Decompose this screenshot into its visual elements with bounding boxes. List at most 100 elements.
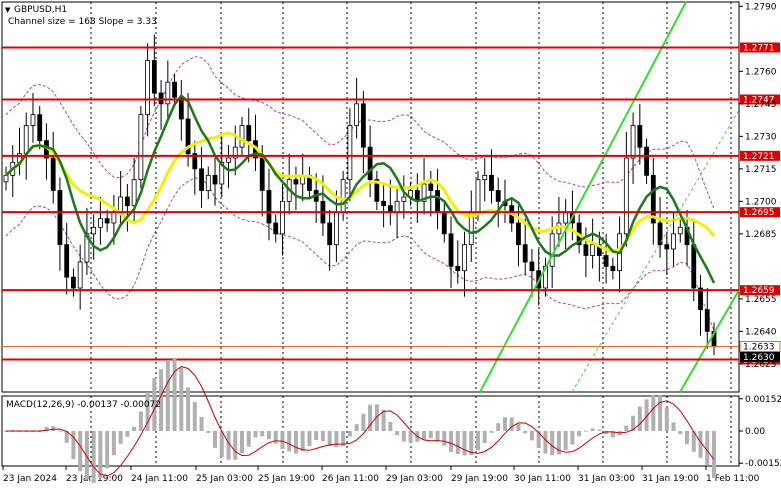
- level-tag: [740, 285, 780, 296]
- macd-bar: [307, 431, 312, 447]
- macd-signal-line: [6, 366, 715, 477]
- macd-bar: [543, 431, 548, 454]
- candle-body: [23, 125, 29, 155]
- x-tick-label: 1 Feb 11:00: [706, 474, 760, 484]
- band-lower: [5, 177, 715, 331]
- macd-bar: [422, 431, 427, 440]
- candle-body: [644, 146, 649, 176]
- macd-bar: [610, 431, 615, 438]
- macd-bar: [192, 402, 197, 431]
- macd-bar: [671, 422, 676, 431]
- macd-bar: [523, 431, 528, 434]
- candle-body: [37, 114, 43, 142]
- macd-bar: [341, 431, 346, 447]
- macd-bar: [631, 415, 636, 431]
- y-tick-label: 1.2640: [745, 327, 777, 337]
- support-resistance-levels: 1.27711.27471.27211.26951.26591.26271.26…: [2, 42, 781, 366]
- macd-bar: [44, 426, 49, 431]
- macd-bar: [489, 431, 494, 433]
- candle-body: [50, 157, 56, 191]
- macd-bar: [105, 431, 110, 469]
- candle-body: [691, 244, 697, 289]
- macd-bar: [334, 431, 339, 448]
- moving-averages: [4, 94, 716, 284]
- candle-body: [138, 114, 144, 181]
- macd-bar: [658, 395, 663, 431]
- macd-bar: [685, 431, 690, 445]
- candle-body: [677, 226, 683, 235]
- level-tag: [740, 150, 780, 161]
- level-label: 1.2659: [743, 286, 775, 296]
- macd-bar: [293, 431, 298, 454]
- bollinger-bands: [5, 56, 715, 331]
- main-pane-frame: [1, 1, 740, 393]
- candle-body: [462, 244, 467, 272]
- macd-bar: [98, 431, 103, 478]
- macd-bar: [138, 411, 143, 431]
- macd-bar: [462, 431, 467, 456]
- y-tick-label: 1.2730: [745, 132, 777, 142]
- macd-bar: [132, 426, 137, 431]
- candle-body: [495, 190, 501, 202]
- candle-body: [603, 255, 609, 267]
- macd-bar: [408, 431, 413, 443]
- x-tick-label: 23 Jan 2024: [3, 474, 57, 484]
- x-tick-label: 26 Jan 11:00: [322, 474, 379, 484]
- macd-bar: [368, 404, 373, 431]
- candle-body: [482, 174, 488, 181]
- level-tag: [740, 207, 780, 218]
- candle-body: [583, 244, 589, 256]
- macd-bar: [705, 431, 710, 466]
- candle-body: [428, 183, 434, 191]
- y-tick-label: 1.2685: [745, 230, 777, 240]
- macd-bar: [246, 431, 251, 447]
- candle-body: [192, 153, 198, 170]
- macd-bar: [435, 431, 440, 442]
- candle-body: [178, 96, 184, 120]
- candle-body: [219, 161, 225, 185]
- candle-body: [280, 200, 285, 235]
- candle-body: [64, 244, 70, 278]
- candle-body: [549, 233, 555, 267]
- macd-bar: [320, 431, 325, 442]
- candle-body: [637, 125, 643, 148]
- x-tick-label: 24 Jan 11:00: [131, 474, 188, 484]
- candle-body: [246, 125, 252, 142]
- macd-bar: [57, 430, 62, 432]
- x-tick-label: 25 Jan 19:00: [258, 474, 315, 484]
- ma-green-line: [5, 94, 716, 284]
- candle-body: [259, 157, 265, 191]
- macd-bar: [213, 431, 218, 448]
- candle-body: [516, 222, 521, 246]
- channel-info: Channel size = 168 Slope = 3.33: [8, 17, 157, 27]
- candle-body: [30, 114, 36, 126]
- candle-body: [664, 244, 670, 250]
- macd-bar: [570, 431, 575, 445]
- candle-body: [57, 190, 63, 246]
- macd-bar: [395, 431, 400, 435]
- macd-tick-label: 0.00152: [745, 395, 781, 405]
- candle-body: [340, 179, 346, 213]
- macd-bar: [550, 431, 555, 456]
- candle-body: [98, 218, 103, 228]
- level-tag: [740, 94, 780, 105]
- candle-body: [212, 174, 218, 185]
- second-price-label: 1.2630: [743, 353, 775, 363]
- candle-body: [671, 233, 676, 250]
- candle-body: [185, 118, 191, 155]
- macd-bar: [91, 431, 96, 483]
- candle-body: [273, 222, 279, 235]
- macd-bar: [624, 425, 629, 431]
- candle-body: [489, 174, 494, 191]
- candle-body: [91, 226, 97, 235]
- channel-middle-line: [571, 109, 740, 393]
- y-tick-label: 1.2655: [745, 295, 777, 305]
- x-tick-label: 29 Jan 03:00: [386, 474, 443, 484]
- macd-bar: [226, 431, 231, 460]
- macd-bar: [78, 431, 83, 472]
- second-price-tag: [740, 352, 780, 362]
- candle-body: [293, 179, 299, 185]
- candle-body: [118, 196, 124, 213]
- candle-body: [374, 179, 380, 202]
- regression-channel: [479, 1, 740, 393]
